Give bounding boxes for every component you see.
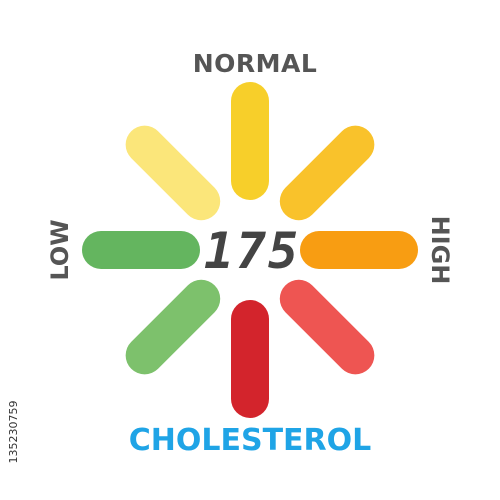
segment-bottom — [231, 300, 269, 418]
gauge-segments — [82, 82, 418, 418]
label-high: HIGH — [426, 216, 454, 285]
segment-top — [231, 82, 269, 200]
side-image-id: 135230759 — [7, 401, 20, 464]
segment-bottom-right — [279, 279, 375, 375]
segment-right — [300, 231, 418, 269]
segment-left — [82, 231, 200, 269]
label-normal: NORMAL — [193, 49, 318, 78]
cholesterol-title: CHOLESTEROL — [129, 423, 372, 458]
segment-top-right — [279, 125, 375, 221]
cholesterol-readout: 175 — [204, 222, 300, 280]
segment-bottom-left — [125, 279, 221, 375]
label-low: LOW — [46, 219, 74, 280]
segment-top-left — [125, 125, 221, 221]
